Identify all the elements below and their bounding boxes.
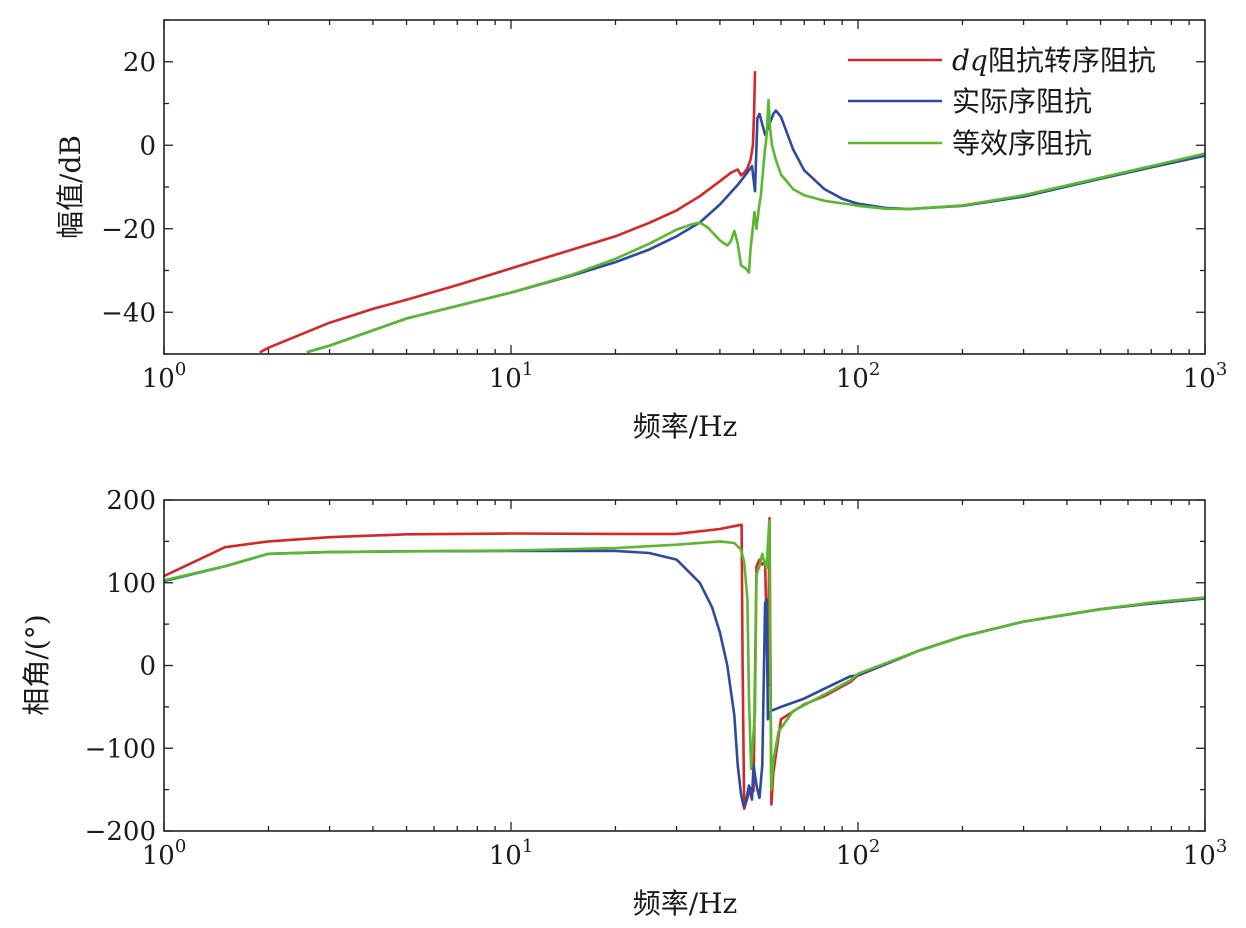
legend-label-equivalent-sequence: 等效序阻抗: [952, 127, 1092, 160]
magnitude-x-tick-label: 101: [489, 359, 534, 394]
phase-y-tick-label: 200: [106, 486, 156, 516]
magnitude-x-tick-labels: 100 101 102 103: [142, 359, 1228, 394]
magnitude-series-equivalent-sequence: [306, 98, 1205, 354]
magnitude-x-axis-label: 频率/Hz: [633, 410, 738, 443]
phase-y-tick-labels: 200 100 0 −100 −200: [85, 486, 156, 847]
magnitude-ticks: [163, 19, 1206, 355]
magnitude-series-dq-sequence: [259, 70, 757, 354]
magnitude-panel: 20 0 −20 −40 100 101 102 103 频率/Hz 幅值/dB dq阻抗转…: [54, 19, 1228, 443]
magnitude-y-tick-label: 0: [139, 131, 156, 161]
phase-x-tick-label: 102: [836, 836, 881, 871]
phase-y-tick-label: 0: [139, 652, 156, 682]
legend-label-dq-sequence: dq阻抗转序阻抗: [952, 44, 1156, 77]
magnitude-y-axis-label: 幅值/dB: [54, 135, 87, 239]
phase-series-lines: [164, 516, 1205, 810]
magnitude-x-tick-label: 102: [836, 359, 881, 394]
phase-series-dq-sequence: [164, 516, 1205, 810]
magnitude-y-tick-label: 20: [123, 48, 156, 78]
phase-y-tick-label: 100: [106, 569, 156, 599]
phase-series-actual-sequence: [164, 549, 1205, 808]
phase-y-tick-label: −200: [85, 817, 156, 847]
phase-x-tick-label: 101: [489, 836, 534, 871]
phase-y-axis-label: 相角/(°): [20, 614, 53, 715]
magnitude-y-tick-label: −40: [101, 298, 156, 328]
phase-x-tick-labels: 100 101 102 103: [142, 836, 1228, 871]
phase-panel: 200 100 0 −100 −200 100 101 102 103 频率/Hz 相角/(°…: [20, 486, 1227, 920]
legend: dq阻抗转序阻抗 实际序阻抗 等效序阻抗: [848, 44, 1156, 160]
phase-y-tick-label: −100: [85, 734, 156, 764]
phase-ticks: [163, 499, 1206, 832]
phase-x-tick-label: 100: [142, 836, 187, 871]
magnitude-x-tick-label: 100: [142, 359, 187, 394]
phase-x-axis-label: 频率/Hz: [633, 887, 738, 920]
magnitude-series-lines: [259, 70, 1205, 354]
magnitude-y-tick-label: −20: [101, 215, 156, 245]
magnitude-x-tick-label: 103: [1183, 359, 1228, 394]
phase-x-tick-label: 103: [1183, 836, 1228, 871]
magnitude-y-tick-labels: 20 0 −20 −40: [101, 48, 156, 329]
phase-plot-frame: [163, 499, 1206, 832]
phase-series-equivalent-sequence: [164, 519, 1205, 791]
legend-label-actual-sequence: 实际序阻抗: [952, 85, 1092, 118]
